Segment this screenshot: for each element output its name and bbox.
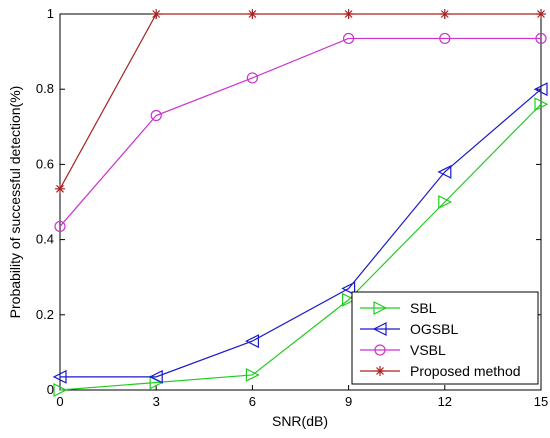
data-point — [437, 164, 452, 179]
x-tick-label: 6 — [249, 394, 256, 409]
data-point — [535, 32, 547, 45]
x-tick-label: 3 — [153, 394, 160, 409]
data-point — [536, 9, 546, 19]
legend-marker — [375, 366, 385, 376]
legend: SBL OGSBL VSBL Proposed method — [351, 291, 539, 385]
y-tick-label: 0.4 — [36, 232, 54, 247]
data-point — [534, 97, 549, 112]
data-point — [52, 369, 67, 384]
series-proposed-method — [55, 9, 546, 194]
x-tick-label: 12 — [438, 394, 452, 409]
x-tick-label: 15 — [534, 394, 548, 409]
data-point — [533, 82, 548, 97]
y-tick-label: 0.2 — [36, 307, 54, 322]
data-point — [150, 109, 162, 122]
legend-item: VSBL — [360, 342, 446, 358]
legend-marker — [372, 322, 387, 336]
data-point — [343, 32, 355, 45]
legend-label: VSBL — [410, 342, 446, 358]
legend-label: OGSBL — [410, 321, 458, 337]
data-point — [245, 334, 259, 349]
data-point — [148, 369, 163, 384]
data-point — [438, 195, 453, 209]
data-point — [439, 32, 451, 45]
data-point — [343, 9, 354, 19]
series-vsbl — [54, 32, 547, 233]
data-point — [341, 281, 356, 296]
series-line — [59, 13, 541, 190]
y-tick-label: 0.8 — [36, 81, 54, 96]
legend-marker — [374, 344, 386, 356]
legend-marker — [373, 301, 388, 315]
x-tick-label: 9 — [345, 394, 352, 409]
y-tick-label: 0 — [47, 382, 54, 397]
series-sbl — [53, 97, 549, 397]
legend-label: Proposed method — [410, 363, 521, 379]
y-axis-label: Probability of successful detection(%) — [7, 86, 23, 319]
y-tick-label: 1 — [47, 6, 54, 21]
data-point — [247, 9, 258, 19]
legend-item: Proposed method — [360, 363, 521, 379]
y-axis-ticks: 0 0.2 0.4 0.6 0.8 1 — [36, 6, 541, 397]
series-line — [60, 88, 542, 378]
data-point — [245, 367, 260, 382]
data-point — [342, 292, 356, 307]
data-point — [439, 9, 450, 19]
x-axis-label: SNR(dB) — [272, 413, 328, 429]
x-tick-label: 0 — [56, 394, 63, 409]
series-layer — [52, 9, 549, 397]
data-point — [54, 220, 66, 233]
data-point — [55, 183, 65, 194]
data-point — [246, 72, 258, 84]
data-point — [53, 383, 68, 397]
series-line — [59, 37, 541, 227]
legend-label: SBL — [410, 300, 437, 316]
data-point — [151, 9, 162, 19]
series-ogsbl — [52, 82, 548, 384]
legend-item: OGSBL — [360, 321, 458, 337]
series-line — [59, 103, 542, 391]
legend-item: SBL — [360, 300, 437, 316]
y-tick-label: 0.6 — [36, 156, 54, 171]
